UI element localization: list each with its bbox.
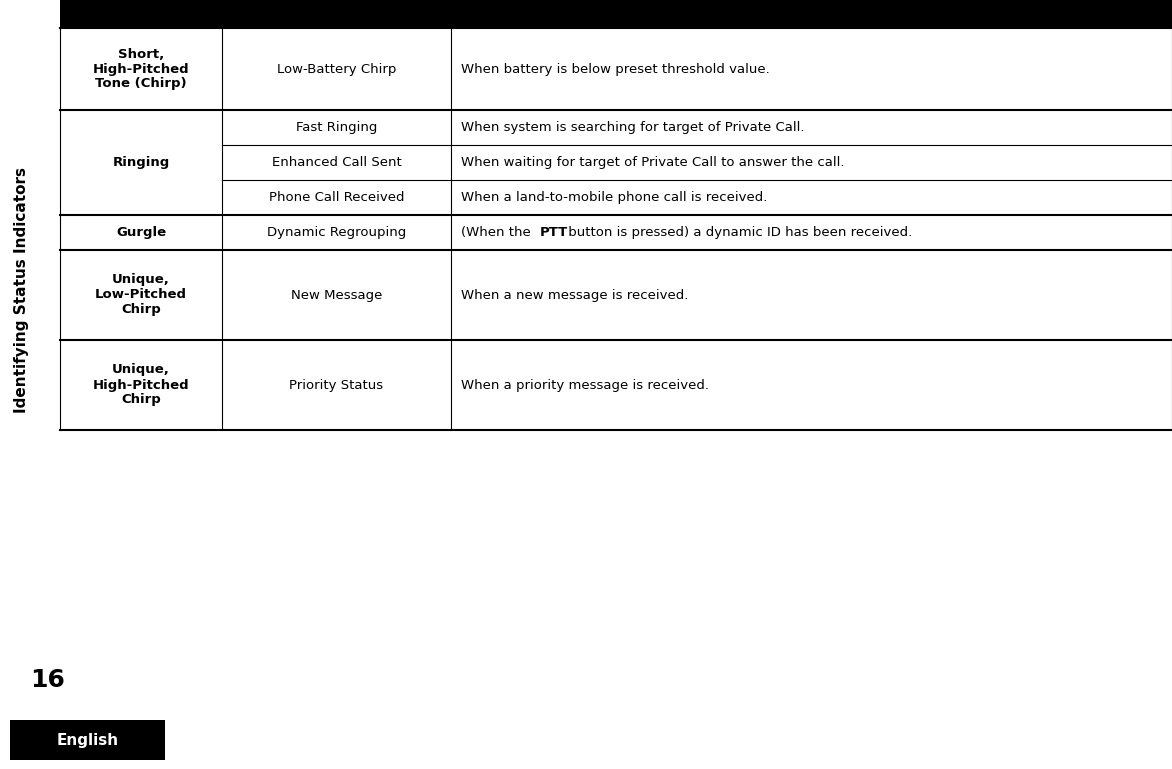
Bar (11, 720, 165, 760)
Text: Unique,
Low-Pitched
Chirp: Unique, Low-Pitched Chirp (95, 274, 188, 317)
Text: Unique,
High-Pitched
Chirp: Unique, High-Pitched Chirp (93, 364, 190, 407)
Text: Enhanced Call Sent: Enhanced Call Sent (272, 156, 401, 169)
Text: English: English (56, 733, 118, 747)
Text: When a land-to-mobile phone call is received.: When a land-to-mobile phone call is rece… (461, 191, 768, 204)
Text: Ringing: Ringing (113, 156, 170, 169)
Bar (60, 0, 1172, 28)
Text: Short,
High-Pitched
Tone (Chirp): Short, High-Pitched Tone (Chirp) (93, 48, 190, 91)
Text: Fast Ringing: Fast Ringing (295, 121, 377, 134)
Text: (When the: (When the (461, 226, 534, 239)
Text: Phone Call Received: Phone Call Received (268, 191, 404, 204)
Text: When system is searching for target of Private Call.: When system is searching for target of P… (461, 121, 804, 134)
Text: Dynamic Regrouping: Dynamic Regrouping (267, 226, 407, 239)
Text: Priority Status: Priority Status (289, 378, 383, 391)
Text: When a priority message is received.: When a priority message is received. (461, 378, 709, 391)
Text: 16: 16 (30, 668, 64, 692)
Text: button is pressed) a dynamic ID has been received.: button is pressed) a dynamic ID has been… (564, 226, 912, 239)
Text: When waiting for target of Private Call to answer the call.: When waiting for target of Private Call … (461, 156, 845, 169)
Text: Identifying Status Indicators: Identifying Status Indicators (14, 167, 29, 413)
Text: PTT: PTT (540, 226, 568, 239)
Text: When battery is below preset threshold value.: When battery is below preset threshold v… (461, 62, 770, 75)
Text: When a new message is received.: When a new message is received. (461, 288, 688, 301)
Text: New Message: New Message (291, 288, 382, 301)
Text: Low-Battery Chirp: Low-Battery Chirp (277, 62, 396, 75)
Text: Gurgle: Gurgle (116, 226, 166, 239)
